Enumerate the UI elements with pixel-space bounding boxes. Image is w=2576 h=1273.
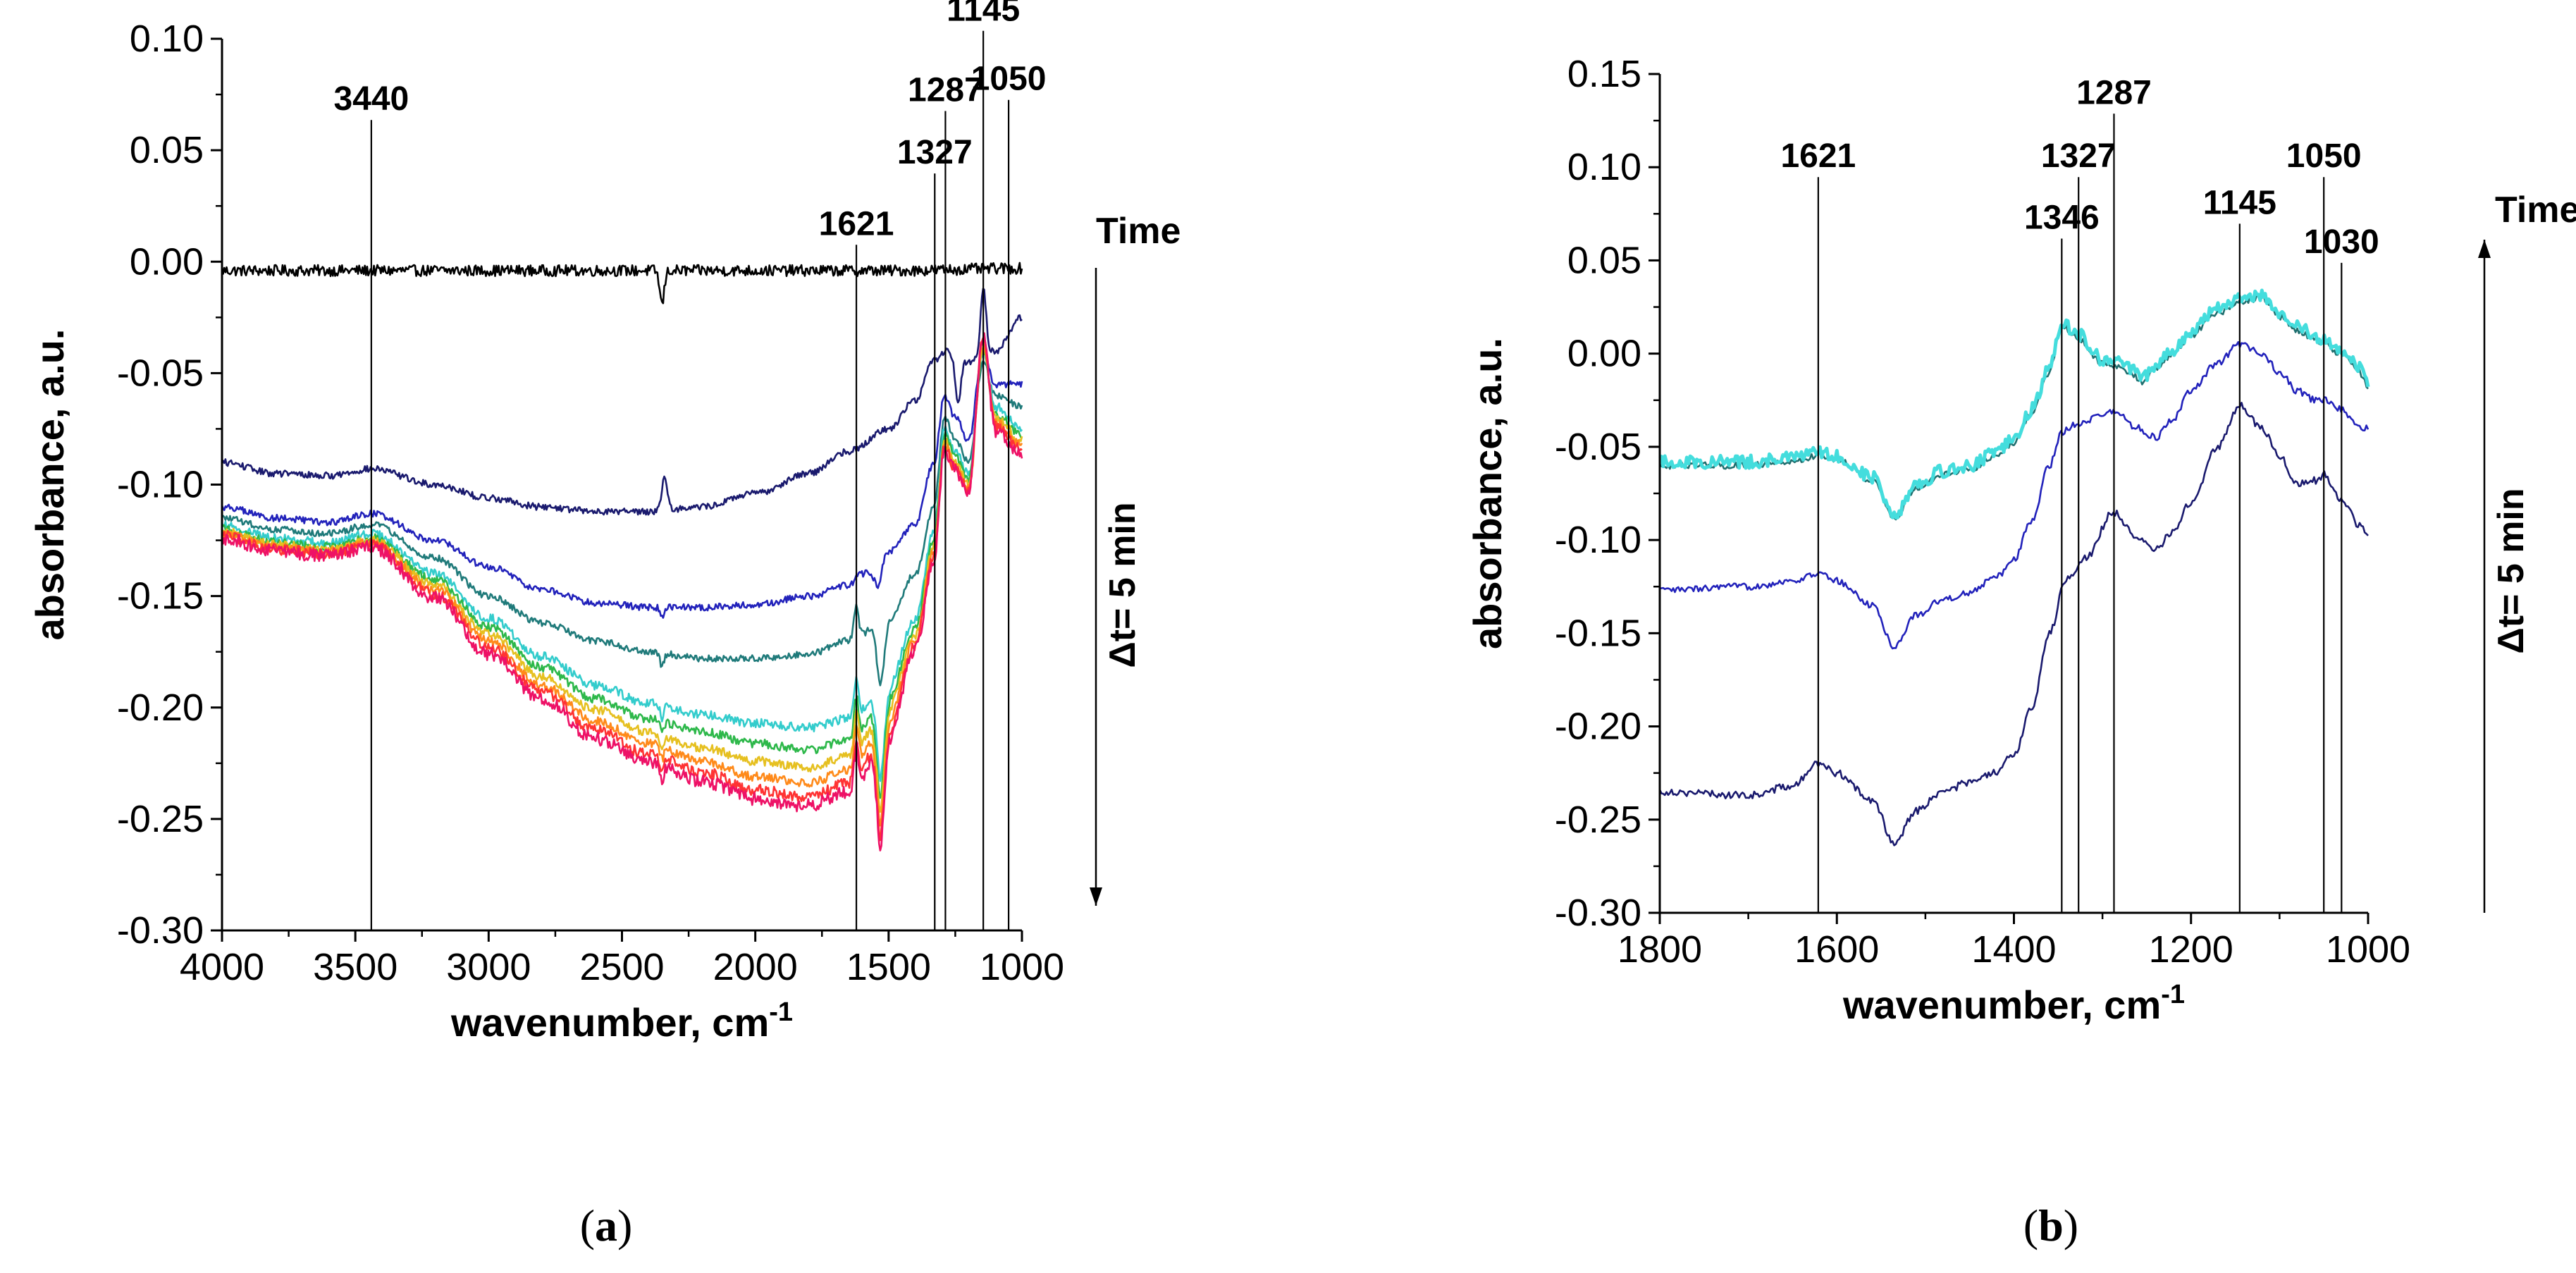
y-tick-label: -0.30: [117, 909, 204, 952]
dt-label: Δt= 5 min: [2491, 488, 2532, 653]
peak-label-1327: 1327: [2041, 137, 2116, 175]
series-line-t5: [221, 347, 1023, 799]
chart-b: 1621 1346 1327 1287 1145 1050 1030 0.15 0.10 0.05…: [1465, 53, 2576, 1027]
y-tick-label: -0.05: [117, 352, 204, 394]
dt-label: Δt= 5 min: [1102, 502, 1143, 668]
x-axis-title: wavenumber, cm-1: [450, 997, 793, 1045]
series-line-t3: [221, 359, 1023, 687]
y-tick-label: 0.00: [1567, 333, 1641, 375]
y-tick-label: -0.10: [1555, 519, 1641, 561]
y-tick-label: 0.05: [1567, 239, 1641, 281]
series-line-t3: [1658, 288, 2370, 519]
peak-label-1030: 1030: [2304, 223, 2379, 261]
series-line-t1: [221, 288, 1023, 516]
y-tick-label: -0.15: [1555, 612, 1641, 654]
x-tick-label: 1000: [2326, 928, 2410, 971]
peak-label-1621: 1621: [1780, 137, 1856, 175]
x-tick-label: 1000: [980, 946, 1064, 988]
y-tick-label: 0.00: [130, 240, 204, 283]
x-tick-label: 1600: [1794, 928, 1879, 971]
x-tick-label: 1200: [2149, 928, 2233, 971]
peak-label-1145: 1145: [2203, 184, 2276, 221]
y-tick-label: -0.25: [117, 798, 204, 840]
x-tick-label: 3500: [313, 946, 398, 988]
peak-label-1621: 1621: [819, 205, 894, 242]
y-tick-label: -0.20: [1555, 706, 1641, 748]
series-line-t2: [1658, 294, 2369, 521]
peak-label-1346: 1346: [2024, 199, 2100, 236]
peak-label-1327: 1327: [897, 134, 973, 171]
time-label: Time: [2495, 190, 2576, 230]
caption-a: (a): [580, 1200, 633, 1250]
time-arrow: [2478, 240, 2491, 913]
series-line-t9: [221, 332, 1023, 851]
time-arrow: [1090, 268, 1102, 906]
time-label: Time: [1096, 211, 1181, 252]
series-line-t4: [221, 348, 1023, 782]
series-line-t1: [1659, 340, 2369, 650]
x-tick-label: 1800: [1617, 928, 1702, 971]
y-tick-label: -0.05: [1555, 426, 1641, 468]
x-tick-label: 3000: [446, 946, 531, 988]
x-tick-label: 2500: [579, 946, 664, 988]
caption-b: (b): [2023, 1200, 2078, 1250]
y-tick-label: 0.10: [1567, 146, 1641, 188]
x-tick-label: 1500: [846, 946, 931, 988]
x-axis-title: wavenumber, cm-1: [1842, 980, 2185, 1027]
y-tick-label: 0.05: [130, 129, 204, 171]
peak-label-3440: 3440: [333, 80, 409, 118]
series-group: [1658, 288, 2370, 847]
y-axis-title: absorbance, a.u.: [27, 329, 72, 641]
series-line-t0: [221, 262, 1023, 305]
y-axis-title: absorbance, a.u.: [1465, 338, 1510, 649]
y-tick-label: 0.10: [130, 18, 204, 60]
series-line-t0: [1658, 402, 2369, 847]
series-group: [221, 262, 1023, 851]
y-tick-label: -0.15: [117, 575, 204, 617]
y-tick-label: -0.10: [117, 464, 204, 506]
x-tick-label: 1400: [1971, 928, 2056, 971]
series-line-t2: [221, 350, 1023, 619]
y-tick-label: -0.25: [1555, 799, 1641, 841]
peak-label-1287: 1287: [908, 72, 983, 109]
peak-label-1287: 1287: [2076, 74, 2152, 111]
peak-label-1050: 1050: [971, 61, 1047, 98]
y-tick-label: -0.30: [1555, 892, 1641, 934]
peak-label-1050: 1050: [2286, 137, 2362, 175]
y-tick-label: -0.20: [117, 687, 204, 729]
y-tick-label: 0.15: [1567, 53, 1641, 95]
peak-label-1145: 1145: [947, 0, 1020, 29]
x-tick-label: 2000: [713, 946, 798, 988]
x-tick-label: 4000: [180, 946, 264, 988]
